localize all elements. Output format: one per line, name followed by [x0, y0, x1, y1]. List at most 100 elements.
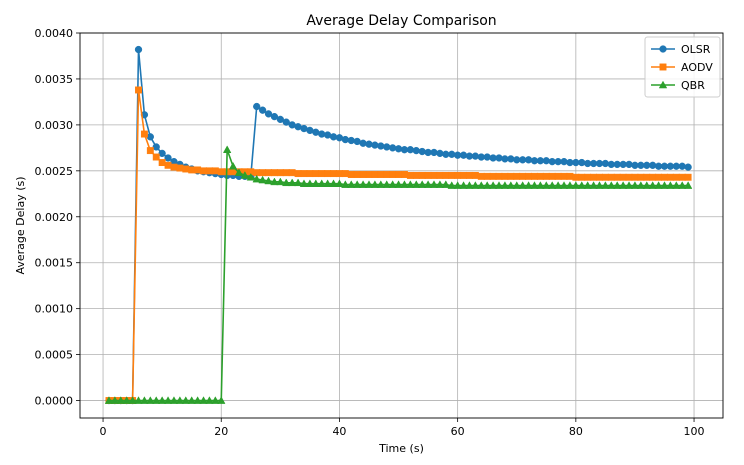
data-point-qbr: [577, 181, 586, 189]
data-point-aodv: [395, 171, 402, 178]
data-point-aodv: [601, 173, 609, 181]
data-point-olsr: [146, 133, 154, 141]
data-point-aodv: [259, 169, 267, 177]
y-tick-label: 0.0005: [35, 349, 74, 362]
data-point-aodv: [596, 173, 603, 181]
data-point-qbr: [660, 181, 669, 189]
data-point-qbr: [423, 180, 433, 188]
data-point-aodv: [158, 159, 166, 167]
data-point-qbr: [677, 181, 687, 189]
legend-label-olsr: OLSR: [681, 43, 711, 56]
data-point-aodv: [613, 173, 621, 181]
data-point-qbr: [459, 181, 468, 189]
data-point-qbr: [352, 180, 362, 188]
data-point-aodv: [318, 170, 326, 178]
data-point-olsr: [282, 118, 290, 126]
data-point-qbr: [329, 179, 338, 187]
data-point-aodv: [513, 172, 521, 180]
legend: OLSR AODV QBR: [644, 36, 721, 98]
data-point-qbr: [607, 181, 616, 189]
data-point-qbr: [157, 396, 167, 404]
data-point-aodv: [135, 86, 142, 94]
data-point-olsr: [270, 112, 279, 121]
data-point-qbr: [311, 179, 321, 187]
y-tick-label: 0.0015: [35, 257, 74, 270]
data-point-aodv: [412, 171, 420, 179]
data-point-aodv: [672, 173, 680, 181]
data-point-qbr: [270, 177, 279, 186]
legend-label-aodv: AODV: [681, 61, 713, 74]
data-point-qbr: [376, 180, 386, 188]
x-tick-label: 100: [684, 425, 705, 438]
legend-marker-olsr: [659, 45, 667, 53]
data-point-aodv: [572, 173, 580, 181]
x-tick-label: 60: [451, 425, 465, 438]
data-point-aodv: [371, 171, 379, 178]
data-point-qbr: [169, 396, 179, 404]
data-point-qbr: [264, 176, 273, 185]
data-point-qbr: [358, 180, 368, 188]
data-point-qbr: [547, 181, 557, 189]
data-point-qbr: [494, 181, 504, 189]
data-point-qbr: [152, 396, 161, 404]
data-point-aodv: [454, 171, 462, 179]
data-point-aodv: [188, 166, 196, 174]
data-point-aodv: [205, 167, 213, 175]
data-point-qbr: [305, 179, 315, 187]
data-point-aodv: [383, 171, 391, 178]
data-point-qbr: [648, 181, 657, 189]
legend-label-qbr: QBR: [681, 79, 705, 92]
data-point-olsr: [253, 102, 261, 111]
x-tick-label: 80: [569, 425, 583, 438]
data-point-olsr: [276, 115, 284, 124]
data-point-olsr: [264, 110, 273, 118]
data-point-aodv: [401, 171, 408, 178]
y-tick-label: 0.0040: [35, 27, 74, 40]
data-point-qbr: [500, 181, 510, 189]
data-point-qbr: [624, 181, 634, 189]
data-point-aodv: [466, 171, 473, 179]
data-point-aodv: [489, 172, 497, 180]
data-point-aodv: [140, 130, 148, 138]
data-point-qbr: [441, 180, 451, 188]
data-point-olsr: [158, 149, 166, 158]
data-point-qbr: [370, 180, 380, 188]
data-point-qbr: [447, 181, 456, 189]
data-point-qbr: [506, 181, 516, 189]
data-point-qbr: [228, 161, 238, 170]
data-point-aodv: [442, 171, 450, 179]
data-point-qbr: [435, 180, 445, 188]
legend-item-olsr: OLSR: [651, 43, 711, 56]
data-point-olsr: [164, 154, 172, 162]
data-point-qbr: [347, 180, 356, 188]
data-point-aodv: [347, 171, 355, 178]
data-point-aodv: [548, 172, 556, 180]
data-point-aodv: [625, 173, 633, 181]
data-point-aodv: [536, 172, 544, 180]
data-point-qbr: [482, 181, 492, 189]
data-point-qbr: [601, 181, 610, 189]
data-point-aodv: [643, 173, 651, 181]
data-point-qbr: [205, 396, 214, 404]
data-point-aodv: [146, 147, 154, 155]
data-point-qbr: [429, 180, 439, 188]
data-point-qbr: [234, 168, 244, 176]
data-point-aodv: [436, 171, 444, 179]
data-point-qbr: [163, 396, 173, 404]
data-point-qbr: [542, 181, 551, 189]
data-point-aodv: [170, 163, 178, 171]
data-point-aodv: [288, 169, 296, 177]
data-point-aodv: [661, 173, 668, 181]
legend-marker-qbr: [658, 80, 668, 89]
data-point-qbr: [417, 180, 427, 188]
data-point-aodv: [655, 173, 663, 181]
data-point-qbr: [530, 181, 539, 189]
data-point-qbr: [240, 171, 250, 179]
data-point-aodv: [584, 173, 592, 181]
data-point-qbr: [193, 396, 202, 404]
y-tick-label: 0.0025: [35, 165, 74, 178]
y-axis-label: Average Delay (s): [14, 176, 27, 274]
data-point-qbr: [672, 181, 681, 189]
data-point-qbr: [630, 181, 640, 189]
